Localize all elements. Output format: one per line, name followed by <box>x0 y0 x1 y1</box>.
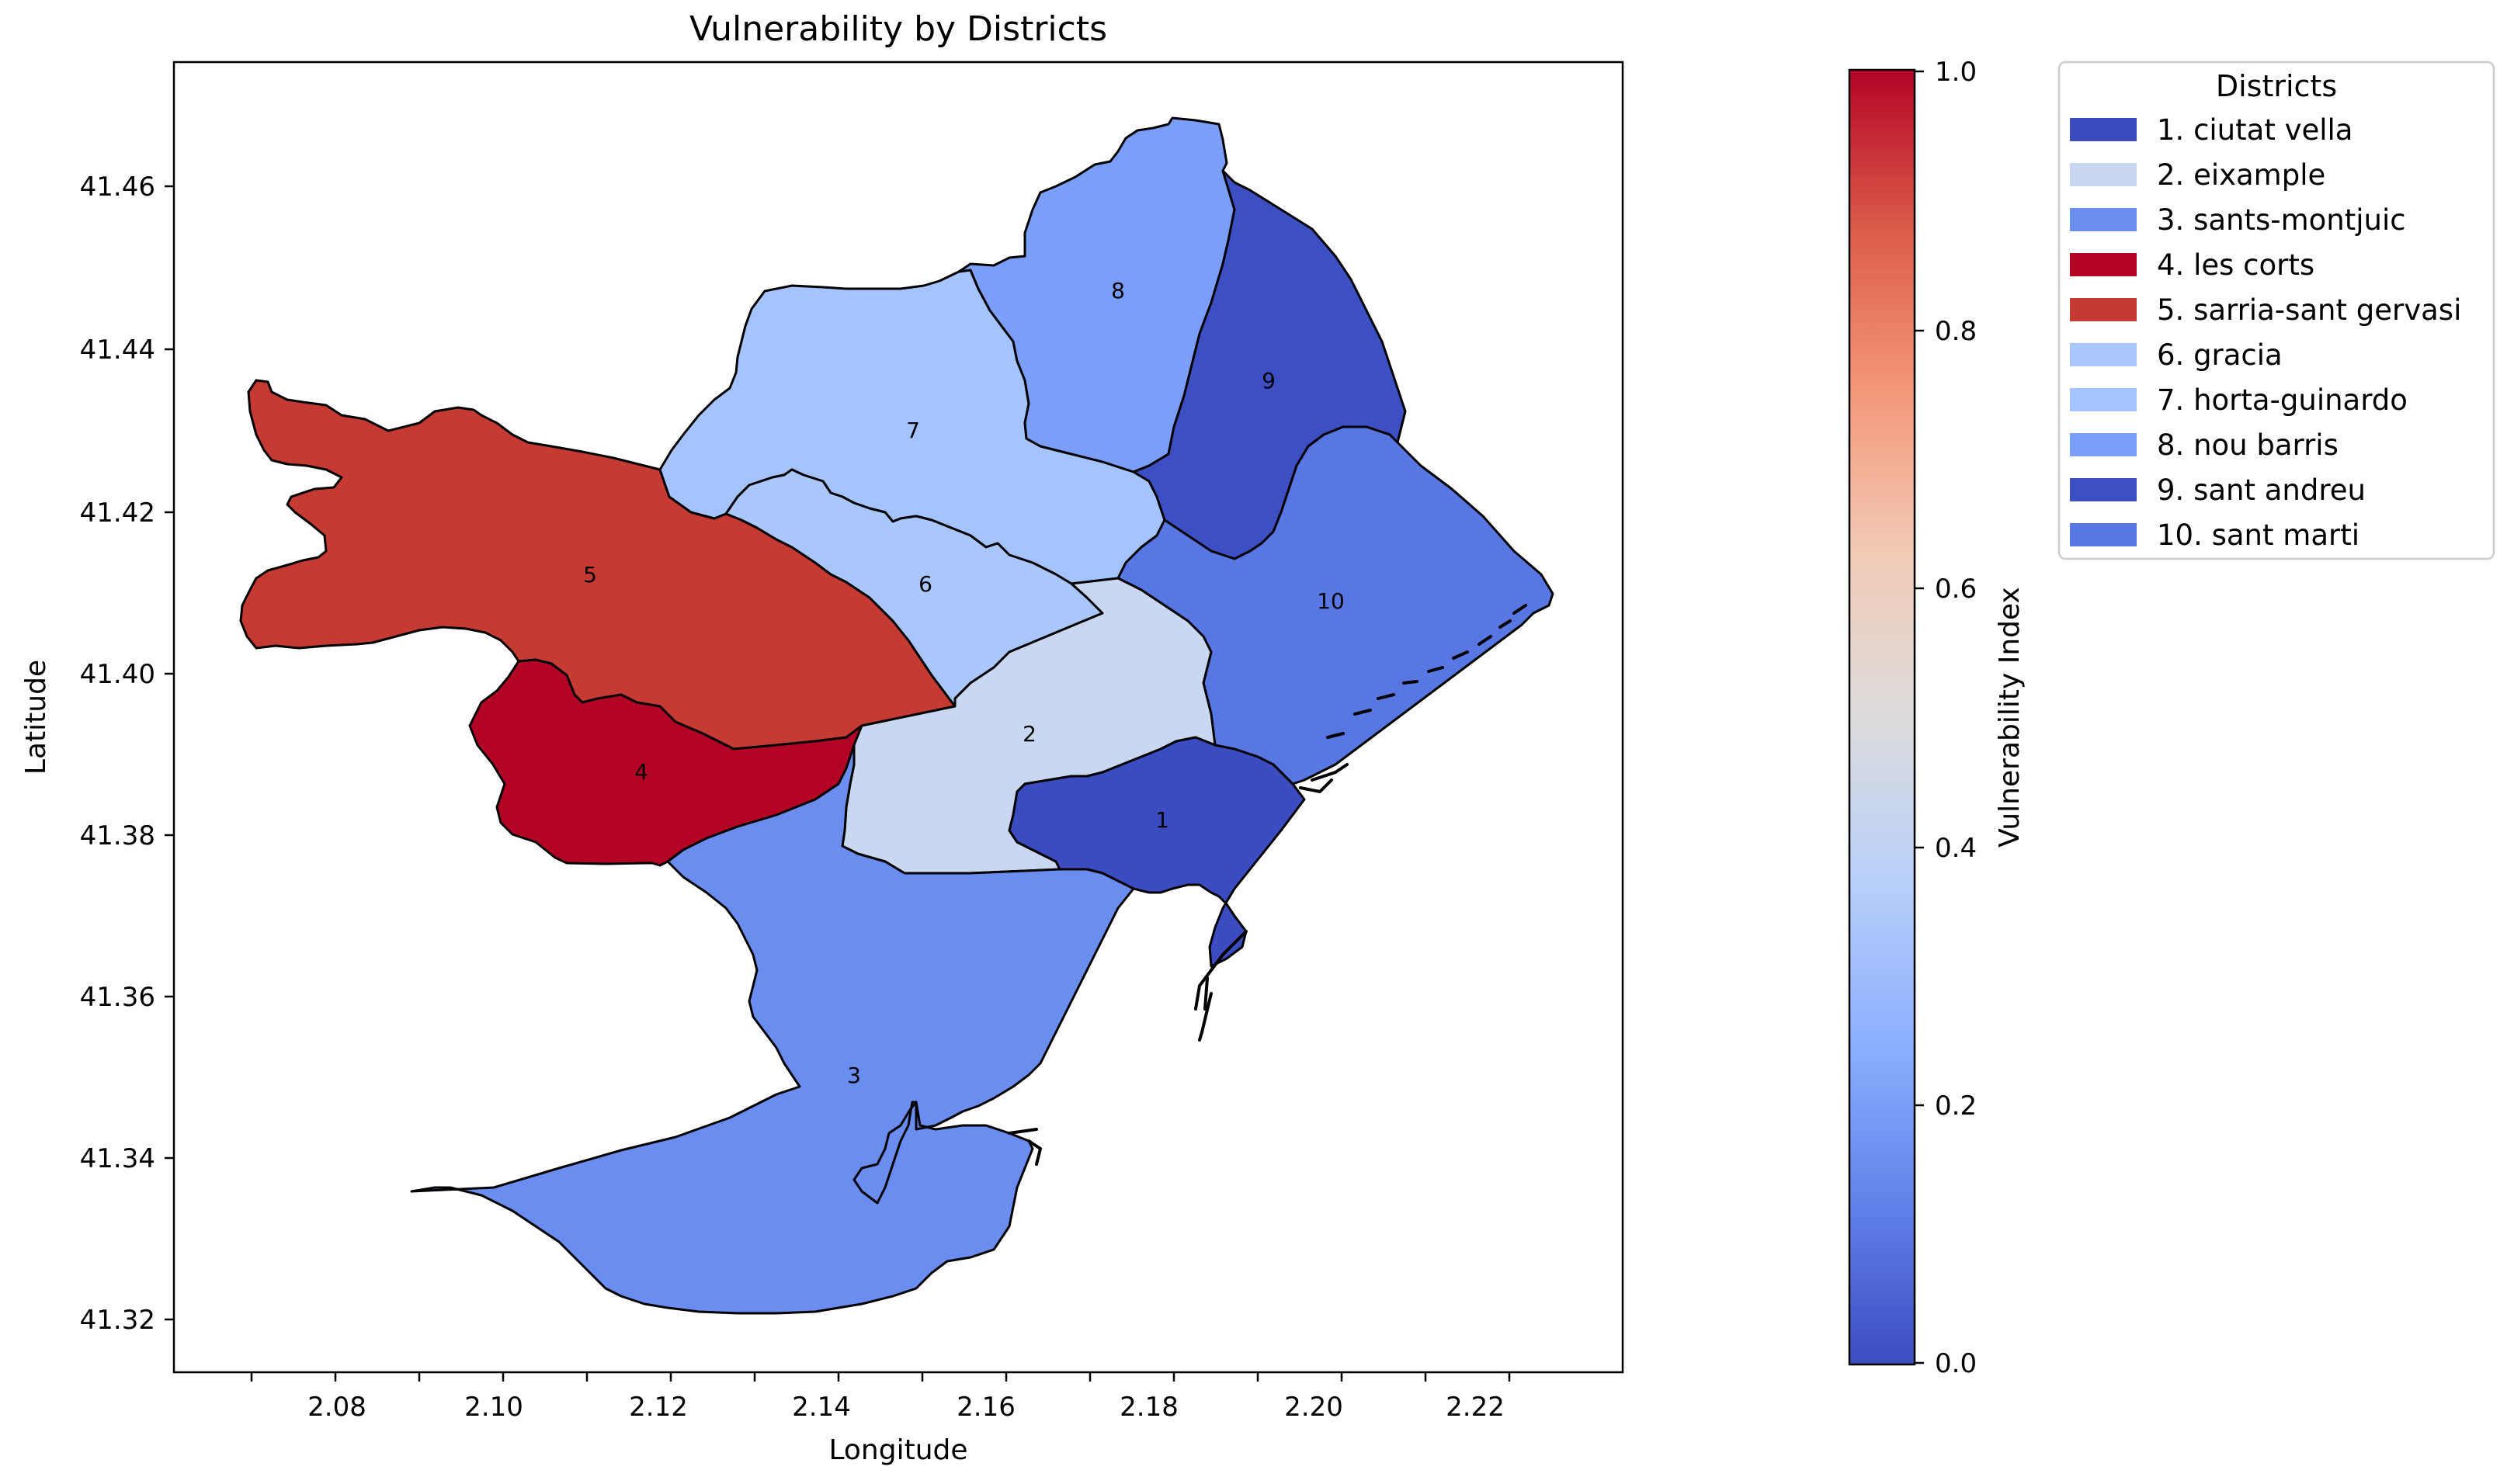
legend-title: Districts <box>2216 69 2337 103</box>
district-label-1: 1 <box>1155 807 1169 833</box>
legend-item: 5. sarria-sant gervasi <box>2070 293 2461 327</box>
y-tick-label: 41.46 <box>80 172 155 203</box>
legend-item: 1. ciutat vella <box>2070 113 2353 147</box>
y-tick-label: 41.32 <box>80 1305 155 1336</box>
legend-swatch <box>2070 343 2137 366</box>
y-axis-label: Latitude <box>20 660 52 775</box>
y-tick-label: 41.34 <box>80 1143 155 1174</box>
district-label-9: 9 <box>1262 368 1276 394</box>
legend-swatch <box>2070 118 2137 141</box>
colorbar-tick-label: 0.4 <box>1935 833 1977 864</box>
legend-label: 4. les corts <box>2157 248 2314 282</box>
y-tick-labels: 41.46 41.44 41.42 41.40 41.38 41.36 41.3… <box>80 172 155 1336</box>
district-label-8: 8 <box>1111 278 1125 303</box>
legend-label: 10. sant marti <box>2157 518 2359 552</box>
legend-swatch <box>2070 523 2137 546</box>
district-label-2: 2 <box>1023 721 1037 747</box>
x-tick-label: 2.10 <box>464 1392 523 1423</box>
colorbar-tick-label: 0.2 <box>1935 1090 1977 1122</box>
legend-item: 3. sants-montjuic <box>2070 203 2406 237</box>
legend-swatch <box>2070 163 2137 186</box>
y-axis <box>165 185 174 1321</box>
district-label-5: 5 <box>583 562 597 588</box>
legend-item: 6. gracia <box>2070 338 2283 372</box>
colorbar-tick-label: 0.6 <box>1935 574 1977 605</box>
y-tick-label: 41.40 <box>80 659 155 690</box>
legend-swatch <box>2070 388 2137 411</box>
district-label-10: 10 <box>1317 588 1345 614</box>
legend-item: 8. nou barris <box>2070 428 2339 462</box>
legend-label: 6. gracia <box>2157 338 2283 372</box>
colorbar-label: Vulnerability Index <box>1994 587 2026 848</box>
legend-swatch <box>2070 253 2137 276</box>
legend-item: 2. eixample <box>2070 158 2325 192</box>
y-tick-label: 41.38 <box>80 820 155 851</box>
x-tick-label: 2.08 <box>307 1392 366 1423</box>
legend-label: 9. sant andreu <box>2157 473 2366 507</box>
x-tick-label: 2.12 <box>629 1392 688 1423</box>
legend-label: 1. ciutat vella <box>2157 113 2353 147</box>
district-label-6: 6 <box>918 571 932 597</box>
legend-label: 5. sarria-sant gervasi <box>2157 293 2461 327</box>
district-label-4: 4 <box>634 759 648 785</box>
x-tick-label: 2.22 <box>1446 1392 1505 1423</box>
colorbar-tick-label: 1.0 <box>1935 57 1977 88</box>
colorbar-tick-label: 0.8 <box>1935 316 1977 347</box>
x-tick-label: 2.20 <box>1284 1392 1343 1423</box>
legend-label: 7. horta-guinardo <box>2157 383 2408 417</box>
legend-label: 3. sants-montjuic <box>2157 203 2406 237</box>
map-title: Vulnerability by Districts <box>689 9 1107 49</box>
x-tick-label: 2.18 <box>1120 1392 1179 1423</box>
x-axis-label: Longitude <box>828 1434 967 1466</box>
district-labels: 1 2 3 4 5 6 7 8 9 10 <box>583 278 1345 1088</box>
colorbar-tick-label: 0.0 <box>1935 1348 1977 1379</box>
legend-item: 7. horta-guinardo <box>2070 383 2408 417</box>
district-polygons <box>239 116 1554 1315</box>
colorbar-gradient <box>1848 68 1916 1366</box>
district-6-gracia[interactable] <box>724 468 1104 708</box>
colorbar: 1.0 0.8 0.6 0.4 0.2 0.0 Vulnerability In… <box>1848 57 2026 1379</box>
district-label-3: 3 <box>847 1063 861 1088</box>
legend-swatch <box>2070 298 2137 321</box>
legend-swatch <box>2070 478 2137 501</box>
y-tick-label: 41.42 <box>80 498 155 529</box>
x-tick-label: 2.14 <box>792 1392 851 1423</box>
district-label-7: 7 <box>906 418 920 443</box>
district-3-sants-montjuic[interactable] <box>410 744 1135 1315</box>
legend-item: 4. les corts <box>2070 248 2314 282</box>
legend-swatch <box>2070 433 2137 456</box>
x-tick-labels: 2.08 2.10 2.12 2.14 2.16 2.18 2.20 2.22 <box>307 1392 1505 1423</box>
y-tick-label: 41.36 <box>80 982 155 1013</box>
legend-label: 2. eixample <box>2157 158 2325 192</box>
legend: Districts 1. ciutat vella 2. eixample 3.… <box>2057 61 2495 560</box>
x-axis <box>250 1372 1511 1382</box>
legend-label: 8. nou barris <box>2157 428 2339 462</box>
y-tick-label: 41.44 <box>80 335 155 366</box>
legend-box <box>2057 61 2495 560</box>
legend-item: 10. sant marti <box>2070 518 2359 552</box>
coastline-details <box>1008 604 1527 1166</box>
legend-swatch <box>2070 208 2137 231</box>
x-tick-label: 2.16 <box>957 1392 1016 1423</box>
legend-item: 9. sant andreu <box>2070 473 2366 507</box>
